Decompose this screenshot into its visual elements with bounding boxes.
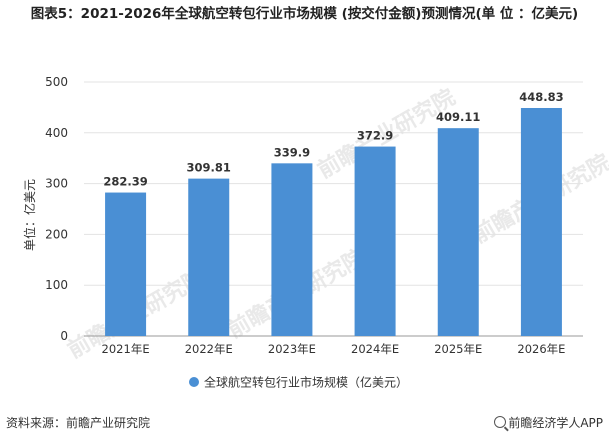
bar — [437, 128, 479, 336]
bar — [354, 146, 396, 336]
x-axis-ticks: 2021年E 2022年E 2023年E 2024年E 2025年E 2026年E — [102, 342, 566, 356]
credit-text: 前瞻经济学人APP — [508, 416, 603, 430]
bar-value-label: 309.81 — [187, 161, 231, 175]
x-tick-label: 2021年E — [102, 342, 150, 356]
y-axis-ticks: 0 100 200 300 400 500 — [45, 75, 68, 343]
y-tick-label: 400 — [45, 126, 68, 140]
grid-lines — [84, 81, 583, 337]
credit-note: 前瞻经济学人APP — [494, 414, 603, 431]
x-tick-label: 2026年E — [517, 342, 565, 356]
bar-value-label: 282.39 — [103, 175, 147, 189]
search-icon — [494, 416, 507, 428]
bar-value-label: 339.9 — [274, 145, 310, 159]
legend: 全球航空转包行业市场规模（亿美元） — [189, 375, 408, 390]
source-note: 资料来源：前瞻产业研究院 — [6, 416, 151, 430]
x-tick-label: 2022年E — [185, 342, 233, 356]
x-tick-label: 2025年E — [434, 342, 482, 356]
bar-value-label: 448.83 — [519, 90, 563, 104]
bar — [188, 178, 230, 336]
y-tick-label: 0 — [60, 329, 68, 343]
bar-value-label: 409.11 — [436, 110, 480, 124]
bars — [105, 107, 562, 337]
bar-value-label: 372.9 — [357, 129, 393, 143]
y-tick-label: 300 — [45, 177, 68, 191]
y-tick-label: 500 — [45, 75, 68, 89]
bar — [105, 192, 147, 336]
x-tick-label: 2024年E — [351, 342, 399, 356]
bar — [271, 163, 313, 336]
legend-label: 全球航空转包行业市场规模（亿美元） — [204, 375, 408, 390]
y-tick-label: 200 — [45, 227, 68, 241]
y-axis-label: 单位：亿美元 — [22, 179, 37, 251]
legend-marker — [189, 377, 199, 387]
x-tick-label: 2023年E — [268, 342, 316, 356]
y-tick-label: 100 — [45, 278, 68, 292]
chart-title: 图表5：2021-2026年全球航空转包行业市场规模 (按交付金额)预测情况(单… — [30, 6, 579, 22]
bar — [520, 107, 562, 337]
value-labels: 282.39 309.81 339.9 372.9 409.11 448.83 — [103, 90, 563, 189]
